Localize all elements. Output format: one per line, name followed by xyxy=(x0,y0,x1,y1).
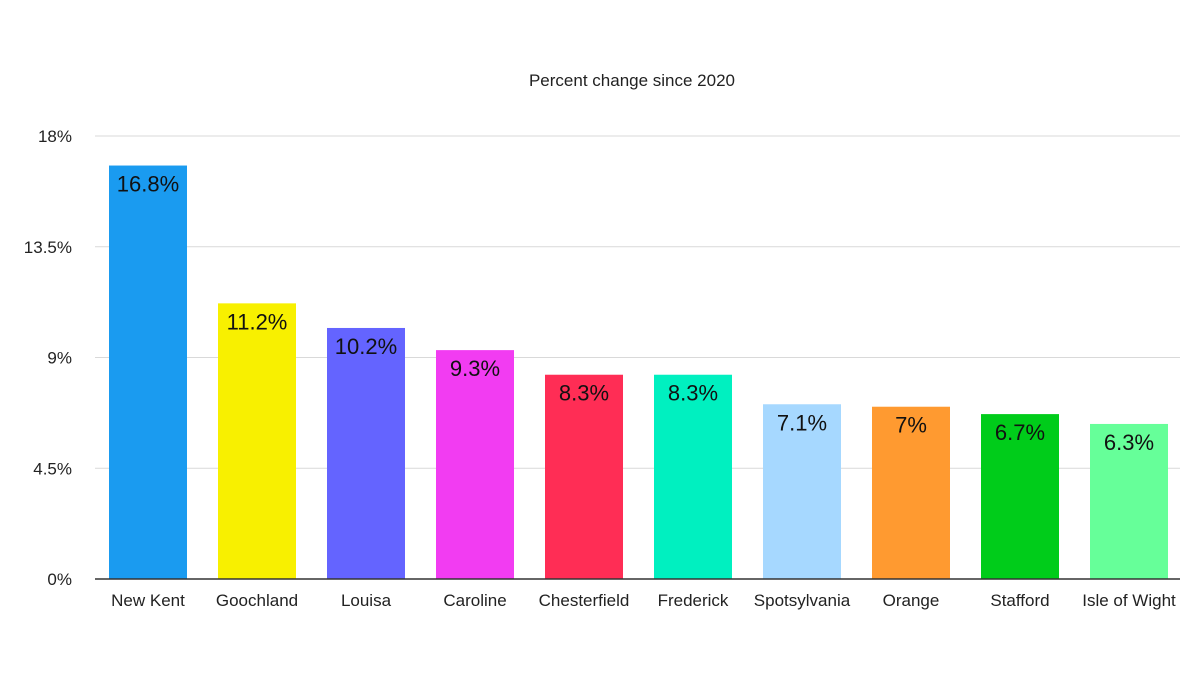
x-tick-label: Orange xyxy=(883,591,940,610)
bar xyxy=(872,406,950,579)
x-tick-label: Louisa xyxy=(341,591,392,610)
chart-title: Percent change since 2020 xyxy=(529,71,735,90)
x-tick-label: Goochland xyxy=(216,591,298,610)
y-tick-label: 0% xyxy=(47,570,72,589)
x-axis-ticks: New Kent Goochland Louisa Caroline Chesterfi… xyxy=(111,591,1176,610)
bar xyxy=(109,165,187,580)
data-label: 8.3% xyxy=(668,381,718,406)
data-label: 16.8% xyxy=(117,172,179,197)
x-tick-label: Frederick xyxy=(658,591,729,610)
data-labels: 16.8% 11.2% 10.2% 9.3% 8.3% 8.3% 7.1% 7% 6.7% 6.3… xyxy=(117,172,1154,455)
bar xyxy=(981,414,1059,579)
x-tick-label: Spotsylvania xyxy=(754,591,851,610)
x-tick-label: Stafford xyxy=(990,591,1049,610)
bar xyxy=(763,404,841,579)
bar xyxy=(327,327,405,579)
y-tick-label: 18% xyxy=(38,127,72,146)
x-tick-label: New Kent xyxy=(111,591,185,610)
bar xyxy=(218,303,296,579)
data-label: 9.3% xyxy=(450,356,500,381)
bars xyxy=(109,165,1168,580)
y-axis-ticks: 0% 4.5% 9% 13.5% 18% xyxy=(24,127,72,589)
bar xyxy=(436,350,514,579)
bar xyxy=(654,374,732,579)
bar xyxy=(1090,423,1168,579)
y-tick-label: 13.5% xyxy=(24,238,72,257)
y-tick-label: 9% xyxy=(47,349,72,368)
data-label: 10.2% xyxy=(335,334,397,359)
data-label: 6.3% xyxy=(1104,430,1154,455)
data-label: 7.1% xyxy=(777,410,827,435)
x-tick-label: Isle of Wight xyxy=(1082,591,1176,610)
bar xyxy=(545,374,623,579)
y-tick-label: 4.5% xyxy=(33,459,72,478)
x-tick-label: Caroline xyxy=(443,591,506,610)
data-label: 8.3% xyxy=(559,381,609,406)
data-label: 11.2% xyxy=(227,309,288,334)
x-tick-label: Chesterfield xyxy=(539,591,630,610)
data-label: 6.7% xyxy=(995,420,1045,445)
data-label: 7% xyxy=(895,413,927,438)
